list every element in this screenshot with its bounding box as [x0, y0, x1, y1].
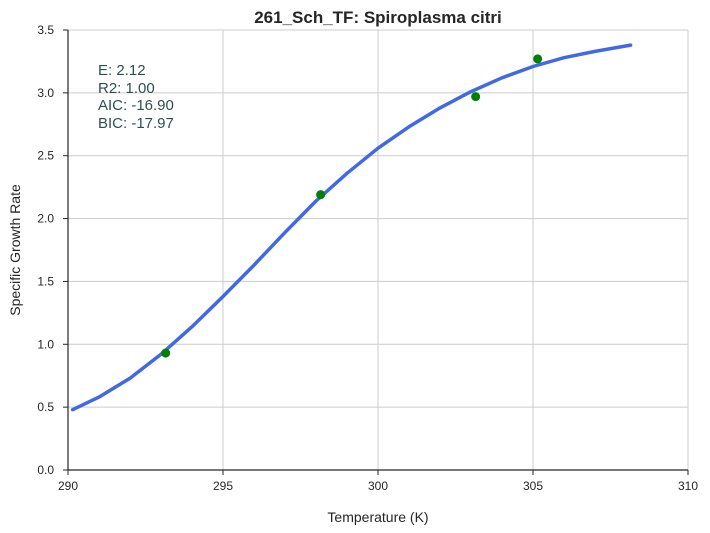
- data-point: [471, 92, 481, 102]
- y-tick-label: 3.5: [37, 23, 54, 37]
- x-tick-label: 300: [368, 479, 388, 493]
- x-axis-label: Temperature (K): [327, 509, 428, 525]
- fitted-curve: [70, 43, 633, 412]
- x-tick-label: 305: [523, 479, 543, 493]
- x-tick-label: 290: [58, 479, 78, 493]
- x-tick-label: 295: [213, 479, 233, 493]
- data-point: [533, 54, 543, 64]
- annotation-r2: R2: 1.00: [98, 80, 155, 97]
- annotation-e: E: 2.12: [98, 62, 146, 79]
- y-tick-label: 0.0: [37, 463, 54, 477]
- y-tick-label: 1.5: [37, 274, 54, 288]
- y-tick-label: 3.0: [37, 86, 54, 100]
- data-series: [70, 43, 633, 412]
- axes: [63, 29, 689, 475]
- fit-statistics-annotation: E: 2.12 R2: 1.00 AIC: -16.90 BIC: -17.97: [98, 62, 174, 132]
- y-tick-label: 0.5: [37, 400, 54, 414]
- y-tick-label: 2.0: [37, 212, 54, 226]
- tick-labels: 290 295 300 305 310 0.0 0.5 1.0 1.5 2.0 2.5 3.0 3.5: [37, 23, 698, 493]
- annotation-aic: AIC: -16.90: [98, 97, 174, 114]
- annotation-bic: BIC: -17.97: [98, 115, 174, 132]
- data-point: [161, 348, 171, 358]
- grid-lines: [67, 29, 689, 471]
- y-tick-label: 2.5: [37, 149, 54, 163]
- y-tick-label: 1.0: [37, 337, 54, 351]
- chart-title: 261_Sch_TF: Spiroplasma citri: [254, 8, 502, 27]
- x-tick-label: 310: [678, 479, 698, 493]
- y-axis-label: Specific Growth Rate: [7, 184, 23, 316]
- data-point: [316, 190, 326, 200]
